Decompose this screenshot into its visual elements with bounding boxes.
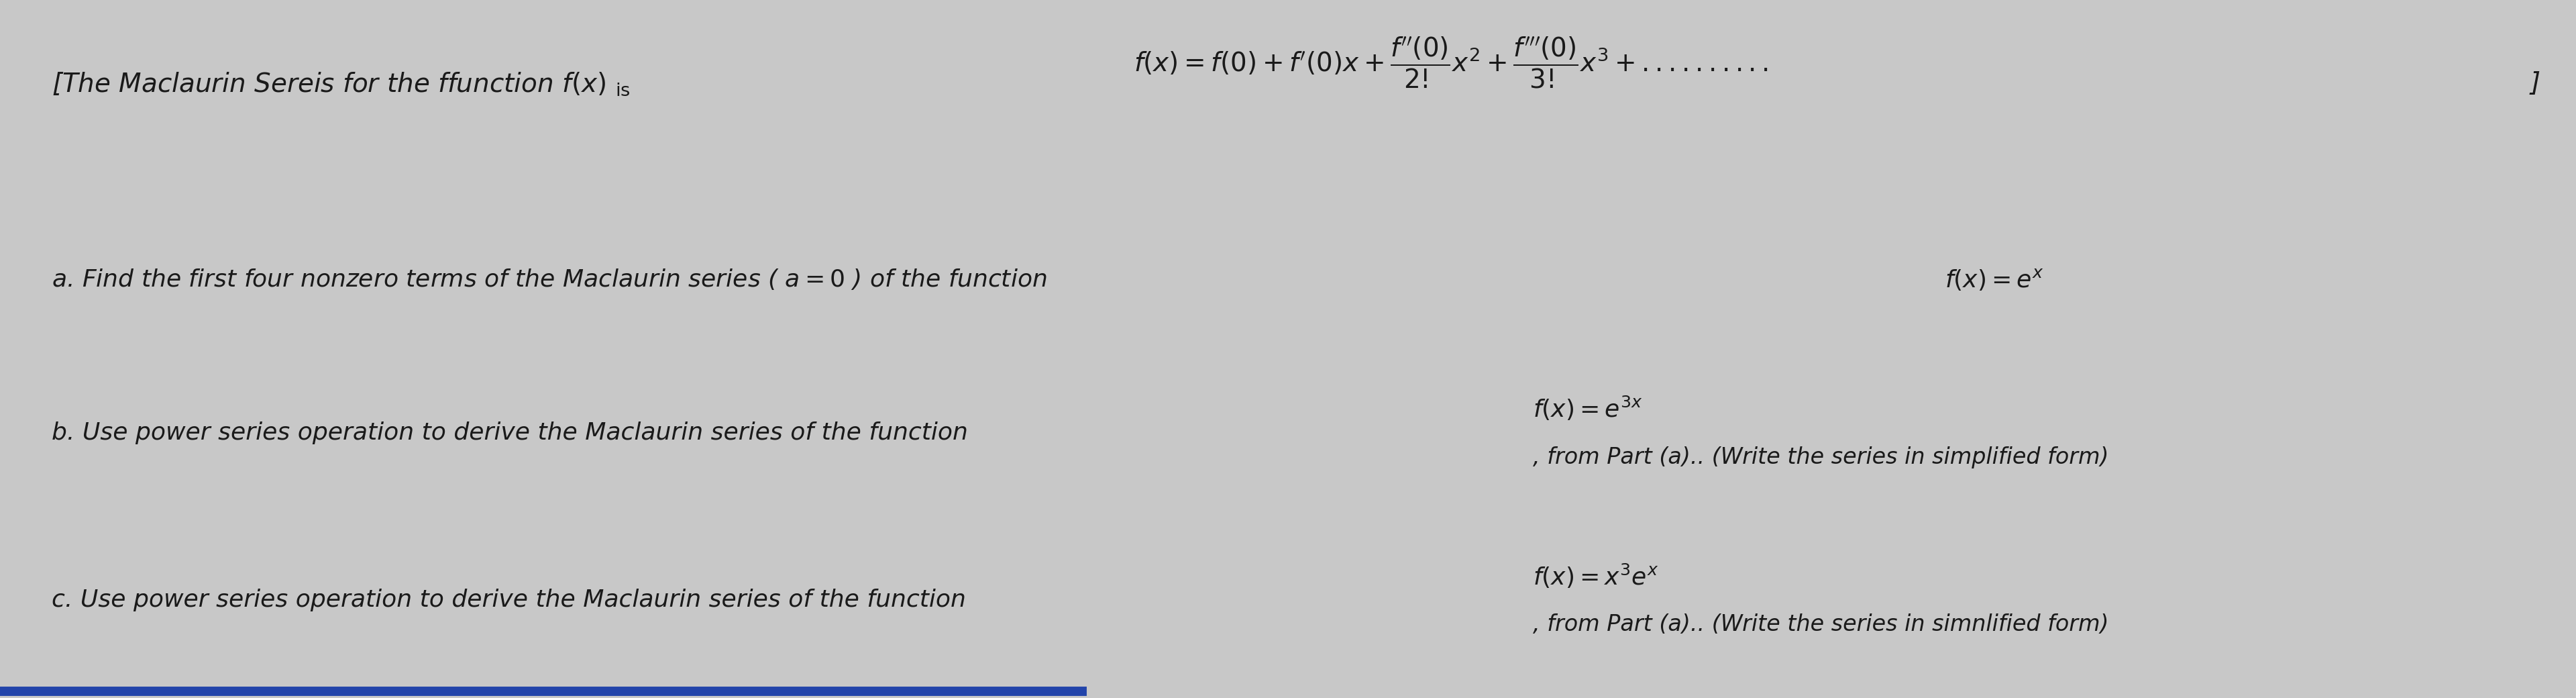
Text: a. Find the first four nonzero terms of the Maclaurin series ( $a = 0$ ) of the : a. Find the first four nonzero terms of … [52,267,1046,291]
Text: [The Maclaurin Sereis for the ffunction $f(x)$ $_\mathrm{is}$: [The Maclaurin Sereis for the ffunction … [52,70,631,97]
Text: $f(x) = e^x$: $f(x) = e^x$ [1945,267,2043,292]
Text: , from Part (a).. (Write the series in simnlified form): , from Part (a).. (Write the series in s… [1533,614,2110,636]
Text: $f(x) = e^{3x}$: $f(x) = e^{3x}$ [1533,394,1643,422]
Text: $f(x) = x^3 e^x$: $f(x) = x^3 e^x$ [1533,562,1659,590]
Text: b. Use power series operation to derive the Maclaurin series of the function: b. Use power series operation to derive … [52,422,969,444]
Text: $f(x) = f(0) + f'(0)x + \dfrac{f''(0)}{2!}x^2 + \dfrac{f'''(0)}{3!}x^3 + .......: $f(x) = f(0) + f'(0)x + \dfrac{f''(0)}{2… [1133,36,1767,90]
Text: , from Part (a).. (Write the series in simplified form): , from Part (a).. (Write the series in s… [1533,446,2110,468]
Text: c. Use power series operation to derive the Maclaurin series of the function: c. Use power series operation to derive … [52,589,966,611]
Text: ]: ] [2530,71,2540,96]
